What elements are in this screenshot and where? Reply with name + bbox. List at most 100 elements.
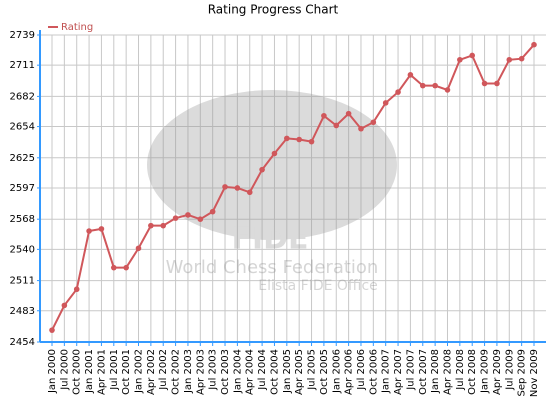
watermark: FIDE World Chess Federation Elista FIDE … [147, 90, 397, 294]
x-tick-label: Jan 2004 [232, 349, 243, 394]
data-point [382, 100, 389, 106]
x-tick-label: Apr 2003 [195, 349, 206, 395]
x-tick-label: Oct 2008 [467, 349, 478, 395]
data-point [123, 264, 129, 271]
x-tick-label: Apr 2009 [492, 349, 503, 395]
data-point [110, 264, 117, 271]
data-point [457, 56, 463, 63]
y-tick-label: 2483 [10, 306, 35, 317]
data-point [333, 122, 340, 129]
data-point [185, 212, 191, 218]
data-point [222, 184, 228, 190]
x-tick-label: Jul 2005 [307, 349, 318, 391]
x-tick-label: Jan 2002 [134, 349, 145, 394]
watermark-globe [147, 90, 397, 240]
x-tick-label: Jan 2003 [183, 349, 194, 394]
data-point [197, 216, 204, 222]
y-tick-label: 2568 [10, 214, 35, 225]
x-tick-label: Jan 2009 [480, 349, 491, 394]
x-tick-label: Jul 2009 [504, 349, 515, 391]
y-tick-label: 2454 [10, 337, 35, 348]
x-tick-label: Jan 2008 [430, 349, 441, 394]
data-point [148, 222, 154, 229]
data-point [358, 125, 364, 132]
x-tick-label: Oct 2004 [269, 349, 280, 395]
data-point [494, 80, 500, 87]
data-point [370, 119, 377, 126]
data-point [518, 55, 525, 62]
data-point [506, 56, 513, 63]
x-tick-label: Jul 2003 [208, 349, 219, 391]
watermark-logo: FIDE [231, 222, 308, 257]
y-tick-label: 2711 [10, 60, 35, 71]
x-tick-label: Apr 2005 [294, 349, 305, 395]
y-tick-label: 2654 [10, 122, 35, 133]
data-point [73, 286, 80, 293]
watermark-line1: World Chess Federation [166, 257, 379, 278]
y-tick-label: 2511 [10, 276, 35, 287]
x-tick-label: Jan 2000 [47, 349, 58, 394]
data-point [172, 215, 179, 221]
x-tick-label: Apr 2008 [442, 349, 453, 395]
x-tick-label: Oct 2002 [171, 349, 182, 395]
x-tick-label: Jul 2000 [59, 349, 70, 391]
series-line [51, 44, 535, 331]
y-tick-label: 2739 [10, 30, 35, 41]
x-tick-label: Jul 2008 [455, 349, 466, 391]
watermark-line2: Elista FIDE Office [258, 278, 378, 294]
data-point [246, 189, 253, 196]
data-point [531, 41, 537, 48]
data-point [296, 136, 302, 143]
data-point [444, 87, 451, 93]
x-tick-label: Oct 2007 [418, 349, 429, 395]
data-point [271, 150, 278, 157]
x-tick-label: Oct 2006 [368, 349, 379, 395]
x-tick-label: Jul 2006 [356, 349, 367, 391]
x-tick-label: Apr 2002 [146, 349, 157, 395]
data-point [259, 166, 265, 173]
x-tick-label: Apr 2007 [393, 349, 404, 395]
data-point [321, 112, 327, 119]
data-point [432, 82, 438, 89]
data-point [135, 245, 142, 252]
data-point [160, 222, 167, 229]
chart-title: Rating Progress Chart [208, 3, 339, 17]
y-tick-label: 2540 [10, 244, 35, 255]
x-tick-label: Apr 2001 [96, 349, 107, 395]
data-point [469, 52, 476, 59]
data-point [209, 208, 216, 215]
data-point [98, 226, 105, 232]
y-tick-label: 2597 [10, 183, 35, 194]
x-tick-label: Oct 2000 [72, 349, 83, 395]
data-point [308, 138, 315, 145]
y-tick-label: 2625 [10, 153, 35, 164]
data-point [395, 89, 401, 95]
x-tick-label: Jan 2006 [331, 349, 342, 394]
x-tick-label: Jul 2007 [405, 349, 416, 391]
x-tick-label: Sep 2009 [517, 349, 528, 396]
x-tick-label: Jan 2005 [282, 349, 293, 394]
data-point [284, 135, 290, 142]
x-tick-label: Oct 2001 [121, 349, 132, 395]
x-tick-label: Jan 2001 [84, 349, 95, 394]
data-point [419, 82, 426, 89]
data-point [234, 185, 241, 191]
data-point [61, 302, 68, 309]
x-tick-label: Oct 2003 [220, 349, 231, 395]
data-point [481, 80, 488, 87]
x-tick-label: Jul 2002 [158, 349, 169, 391]
x-tick-label: Apr 2004 [245, 349, 256, 395]
x-tick-label: Nov 2009 [529, 349, 540, 397]
x-tick-label: Jan 2007 [381, 349, 392, 394]
data-point [86, 228, 92, 234]
data-point [345, 110, 352, 117]
y-tick-label: 2682 [10, 91, 35, 102]
x-tick-label: Jul 2001 [109, 349, 120, 391]
legend-label: Rating [61, 22, 93, 33]
x-tick-label: Apr 2006 [344, 349, 355, 395]
x-tick-label: Jul 2004 [257, 349, 268, 391]
data-point [49, 327, 55, 333]
data-point [407, 72, 414, 78]
x-tick-label: Oct 2005 [319, 349, 330, 395]
